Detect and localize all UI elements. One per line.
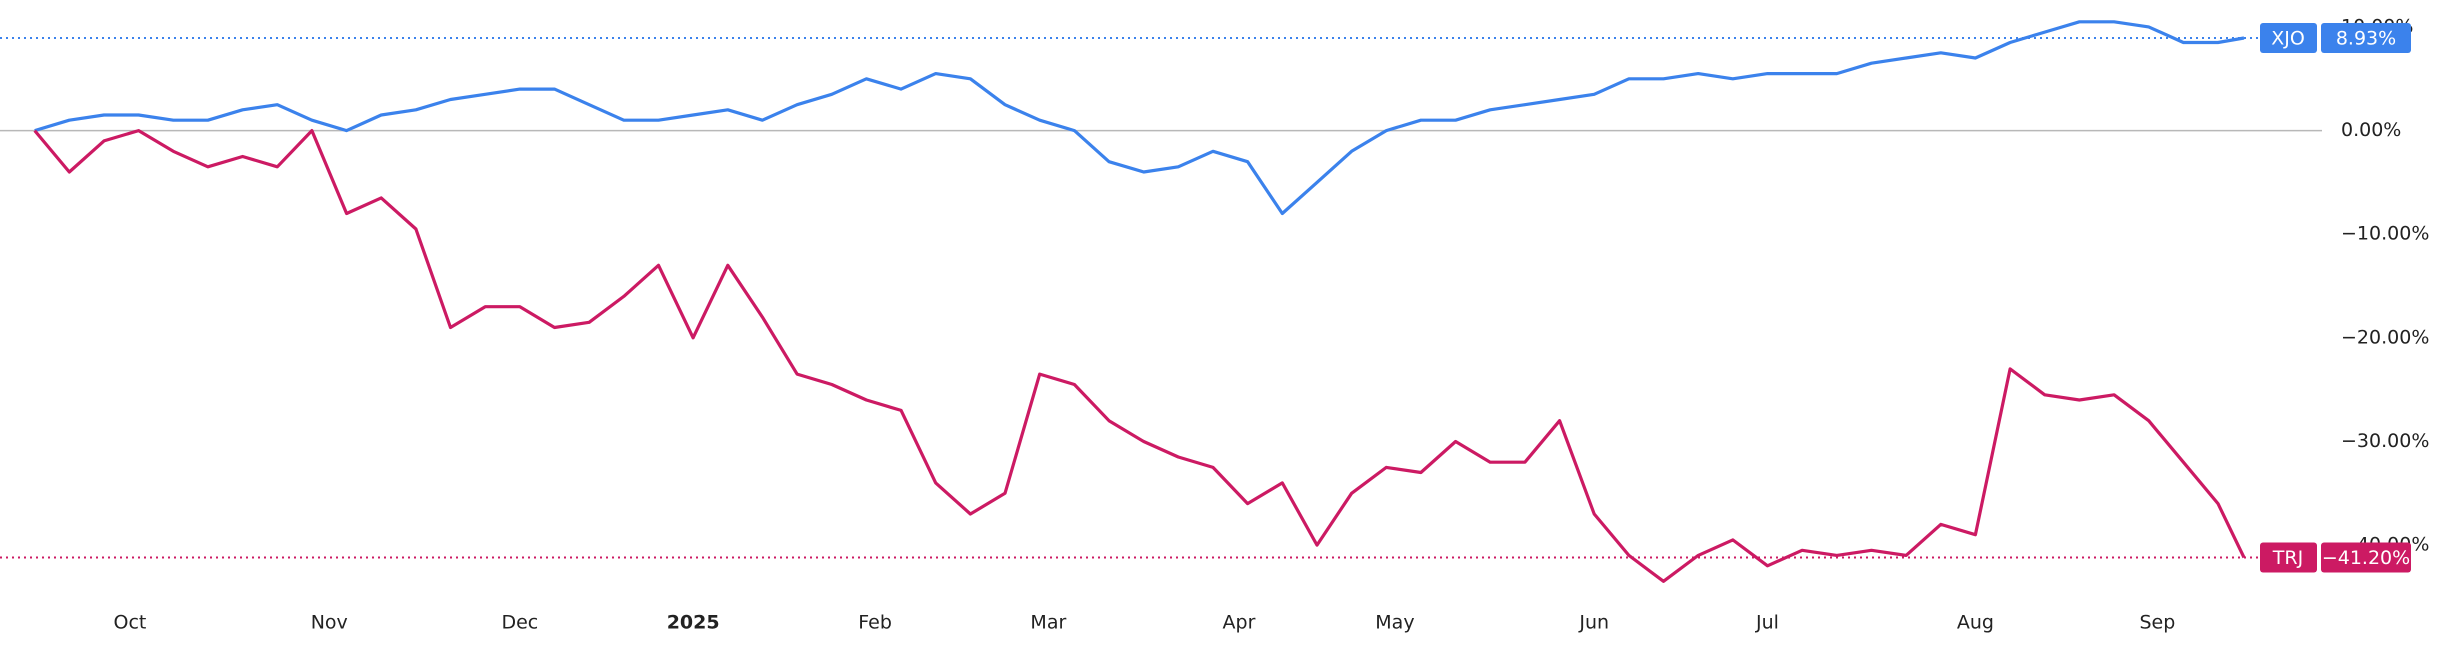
last-value-label: 8.93% xyxy=(2336,28,2396,50)
series-line xyxy=(33,129,2246,583)
x-tick-label: Feb xyxy=(858,612,892,634)
x-tick-label: Dec xyxy=(501,612,538,634)
last-value-tag xyxy=(2321,542,2411,573)
x-tick-label: Sep xyxy=(2139,612,2175,634)
y-tick-label: 0.00% xyxy=(2341,119,2401,141)
last-value-label: −41.20% xyxy=(2322,547,2410,569)
last-value-tag xyxy=(2321,23,2411,54)
x-tick-label: Mar xyxy=(1030,612,1066,634)
x-tick-label: Apr xyxy=(1223,612,1256,634)
legend-tag xyxy=(2260,542,2317,573)
legend-label: XJO xyxy=(2271,28,2305,50)
x-tick-label: Aug xyxy=(1957,612,1994,634)
series-line xyxy=(34,20,2245,216)
x-tick-label: 2025 xyxy=(667,612,720,634)
x-tick-label: Jun xyxy=(1578,612,1609,634)
x-tick-label: Oct xyxy=(114,612,147,634)
x-tick-label: Nov xyxy=(311,612,348,634)
y-tick-label: −30.00% xyxy=(2341,430,2429,452)
y-tick-label: −10.00% xyxy=(2341,223,2429,245)
y-tick-label: −20.00% xyxy=(2341,326,2429,348)
x-tick-label: May xyxy=(1375,612,1414,634)
legend-tag xyxy=(2260,23,2317,54)
x-tick-label: Jul xyxy=(1755,612,1779,634)
legend-label: TRJ xyxy=(2272,547,2303,569)
